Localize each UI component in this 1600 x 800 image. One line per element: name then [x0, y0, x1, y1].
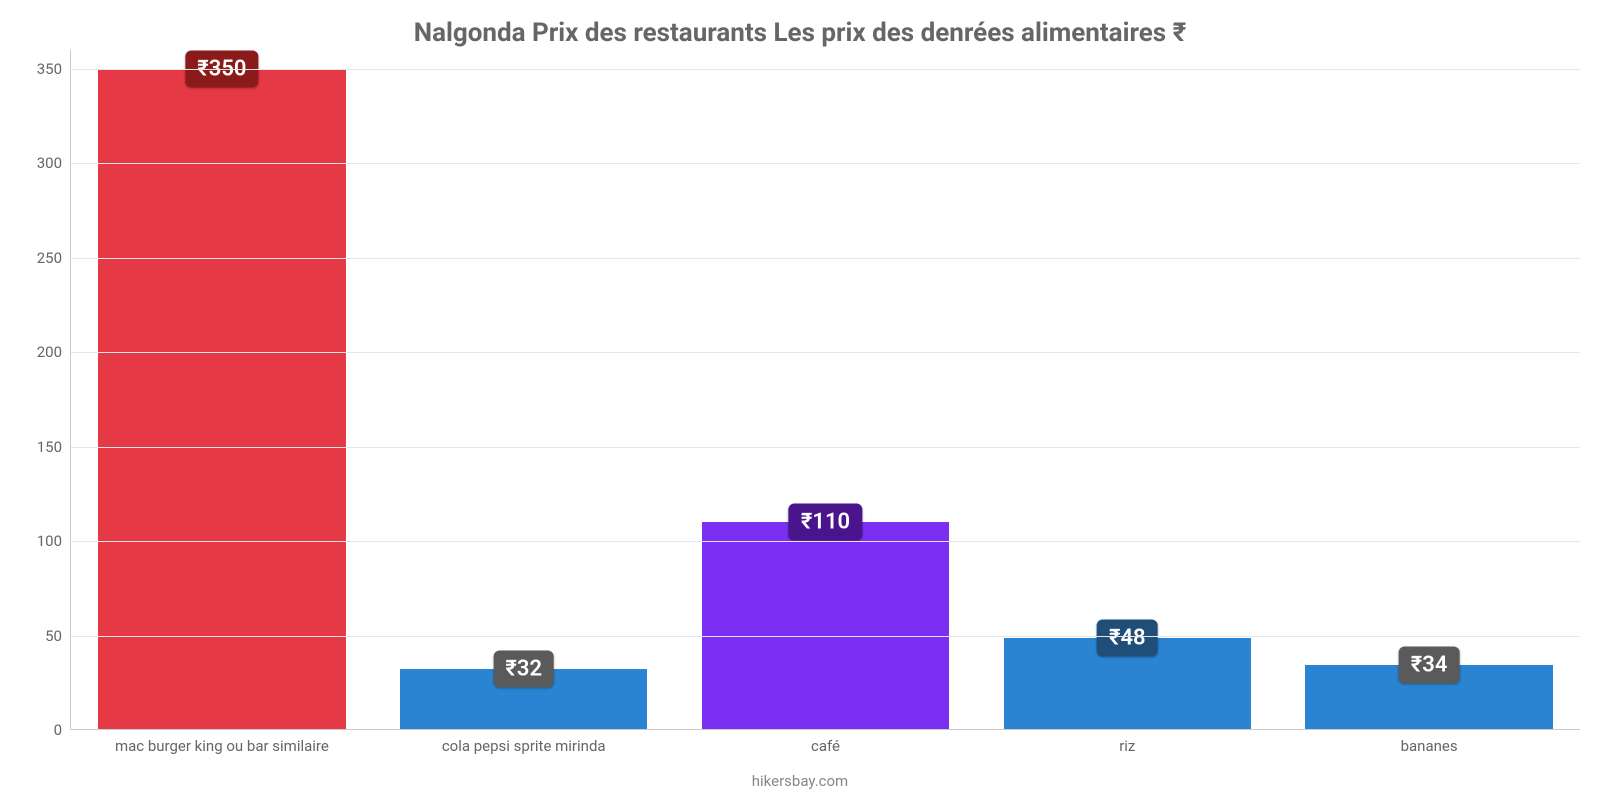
gridline — [71, 352, 1580, 353]
price-bar-chart: Nalgonda Prix des restaurants Les prix d… — [0, 0, 1600, 800]
bar-slot: ₹110café — [675, 50, 977, 729]
y-tick-label: 100 — [12, 532, 62, 550]
gridline — [71, 636, 1580, 637]
x-tick-label: café — [675, 737, 977, 755]
x-tick-label: bananes — [1278, 737, 1580, 755]
value-badge: ₹32 — [493, 650, 554, 687]
chart-title: Nalgonda Prix des restaurants Les prix d… — [0, 18, 1600, 48]
value-badge: ₹34 — [1399, 646, 1460, 683]
gridline — [71, 258, 1580, 259]
bar-slot: ₹32cola pepsi sprite mirinda — [373, 50, 675, 729]
x-tick-label: mac burger king ou bar similaire — [71, 737, 373, 755]
y-tick-label: 200 — [12, 343, 62, 361]
chart-source: hikersbay.com — [0, 772, 1600, 790]
value-badge: ₹48 — [1097, 620, 1158, 657]
y-tick-label: 50 — [12, 627, 62, 645]
bar-slot: ₹48riz — [976, 50, 1278, 729]
x-tick-label: riz — [976, 737, 1278, 755]
y-tick-label: 300 — [12, 154, 62, 172]
plot-area: ₹350mac burger king ou bar similaire₹32c… — [70, 50, 1580, 730]
bar-slot: ₹34bananes — [1278, 50, 1580, 729]
value-badge: ₹110 — [789, 503, 862, 540]
gridline — [71, 163, 1580, 164]
bar — [98, 69, 345, 729]
y-tick-label: 350 — [12, 60, 62, 78]
y-tick-label: 150 — [12, 438, 62, 456]
bar — [702, 522, 949, 729]
y-tick-label: 250 — [12, 249, 62, 267]
gridline — [71, 541, 1580, 542]
bars-container: ₹350mac burger king ou bar similaire₹32c… — [71, 50, 1580, 729]
x-tick-label: cola pepsi sprite mirinda — [373, 737, 675, 755]
y-tick-label: 0 — [12, 721, 62, 739]
gridline — [71, 69, 1580, 70]
gridline — [71, 447, 1580, 448]
bar-slot: ₹350mac burger king ou bar similaire — [71, 50, 373, 729]
